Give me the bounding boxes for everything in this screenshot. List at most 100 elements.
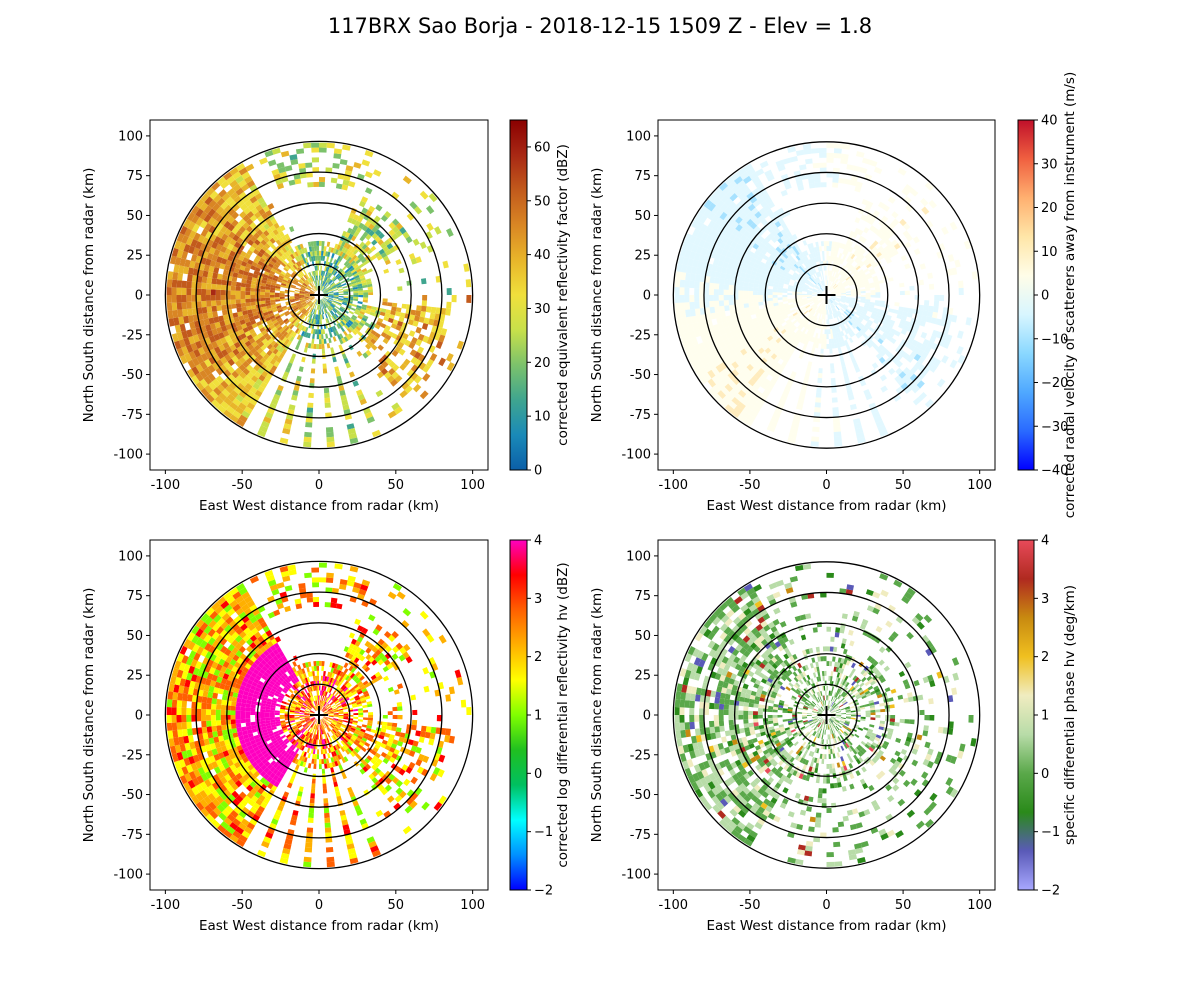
x-tick-label: 100 (460, 478, 485, 493)
colorbar-tick-label: −20 (1041, 376, 1068, 391)
y-tick-label: 75 (634, 169, 651, 184)
colorbar-tick-label: −1 (534, 825, 553, 840)
colorbar-tick-label: 0 (1041, 767, 1049, 782)
y-tick-label: 75 (126, 589, 143, 604)
colorbar-tick-label: 2 (534, 650, 542, 665)
y-tick-label: -50 (630, 788, 651, 803)
y-axis-label: North South distance from radar (km) (81, 168, 97, 423)
y-tick-label: -75 (630, 828, 651, 843)
radar-echo-field (166, 142, 472, 448)
y-tick-label: 25 (126, 249, 143, 264)
x-tick-label: -100 (151, 478, 181, 493)
x-tick-label: 50 (895, 478, 912, 493)
colorbar-tick-label: −10 (1041, 332, 1068, 347)
y-tick-label: 100 (626, 549, 651, 564)
colorbar-tick-label: 4 (534, 534, 542, 549)
y-tick-label: 25 (126, 669, 143, 684)
colorbar (509, 539, 528, 891)
x-axis-label: East West distance from radar (km) (706, 498, 946, 514)
y-tick-label: 75 (634, 589, 651, 604)
y-tick-label: -100 (621, 868, 651, 883)
colorbar-tick-label: 60 (534, 140, 551, 155)
y-tick-label: 50 (126, 629, 143, 644)
panel-2: -100 -50 0 50 100-100-75-50-250255075100East… (589, 72, 1078, 518)
colorbar-tick-label: 4 (1041, 534, 1049, 549)
x-tick-label: 0 (315, 898, 323, 913)
y-axis-label: North South distance from radar (km) (589, 168, 605, 423)
x-tick-label: 50 (388, 478, 405, 493)
y-tick-label: -75 (122, 408, 143, 423)
y-tick-label: -75 (122, 828, 143, 843)
colorbar-tick-label: 3 (1041, 592, 1049, 607)
x-tick-label: -50 (739, 898, 760, 913)
y-tick-label: 100 (118, 129, 143, 144)
y-tick-label: -25 (630, 328, 651, 343)
y-tick-label: 100 (626, 129, 651, 144)
range-ring (733, 202, 920, 388)
colorbar-tick-label: 10 (1041, 245, 1058, 260)
colorbar-tick-label: 50 (534, 194, 551, 209)
colorbar-tick-label: 1 (1041, 709, 1049, 724)
x-tick-label: -100 (659, 478, 689, 493)
range-ring (287, 683, 351, 747)
y-tick-label: 50 (634, 209, 651, 224)
colorbar-tick-label: 1 (534, 709, 542, 724)
y-tick-label: 75 (126, 169, 143, 184)
range-ring (164, 140, 474, 450)
x-tick-label: -50 (739, 478, 760, 493)
colorbar-tick-label: −2 (534, 884, 553, 899)
panel-1: -100 -50 0 50 100-100-75-50-250255075100East… (81, 119, 571, 514)
colorbar-tick-label: 0 (534, 464, 542, 479)
colorbar-tick-label: 0 (1041, 289, 1049, 304)
y-tick-label: -25 (122, 748, 143, 763)
y-tick-label: 0 (135, 289, 143, 304)
y-tick-label: -100 (113, 448, 143, 463)
colorbar-label: corrected radial velocity of scatterers … (1062, 72, 1078, 518)
range-ring (672, 141, 981, 449)
colorbar (1017, 539, 1035, 891)
range-ring (672, 561, 981, 869)
panel-3: -100 -50 0 50 100 -100 -75 -50 -25 0 25 50 75 100 East… (81, 534, 571, 935)
x-tick-label: 100 (460, 898, 485, 913)
radar-echo-field (674, 563, 977, 867)
x-tick-label: 0 (822, 898, 830, 913)
colorbar-tick-label: −40 (1041, 464, 1068, 479)
y-tick-label: -100 (621, 448, 651, 463)
range-ring (764, 653, 889, 777)
x-tick-label: 100 (967, 898, 992, 913)
colorbar-tick-label: 30 (1041, 157, 1058, 172)
colorbar-label: corrected log differential reflectivity … (555, 562, 571, 867)
colorbar-tick-label: 30 (534, 302, 551, 317)
colorbar-tick-label: 10 (534, 410, 551, 425)
colorbar (1017, 119, 1035, 471)
figure-title: 117BRX Sao Borja - 2018-12-15 1509 Z - E… (327, 14, 873, 38)
range-ring (733, 622, 920, 808)
y-tick-label: 0 (135, 709, 143, 724)
colorbar-tick-label: 0 (534, 767, 542, 782)
y-tick-label: -25 (630, 748, 651, 763)
y-tick-label: -100 (113, 868, 143, 883)
x-tick-label: 0 (315, 478, 323, 493)
y-tick-label: 50 (634, 629, 651, 644)
range-ring (764, 233, 889, 357)
radar-echo-field (166, 562, 472, 868)
x-tick-label: -50 (232, 478, 253, 493)
x-tick-label: 0 (822, 478, 830, 493)
x-tick-label: 50 (388, 898, 405, 913)
range-ring (195, 171, 443, 419)
y-tick-label: -50 (630, 368, 651, 383)
range-ring (256, 232, 382, 358)
range-ring (256, 652, 382, 778)
range-ring (164, 560, 474, 870)
colorbar-tick-label: −1 (1041, 825, 1060, 840)
y-tick-label: 25 (634, 249, 651, 264)
x-tick-label: -100 (151, 898, 181, 913)
colorbar-tick-label: −2 (1041, 884, 1060, 899)
x-tick-label: 100 (967, 478, 992, 493)
colorbar-tick-label: 20 (1041, 201, 1058, 216)
range-ring (795, 263, 858, 327)
colorbar-tick-label: 3 (534, 592, 542, 607)
y-tick-label: -50 (122, 368, 143, 383)
radar-echo-field (674, 143, 978, 447)
x-axis-label: East West distance from radar (km) (199, 918, 439, 934)
